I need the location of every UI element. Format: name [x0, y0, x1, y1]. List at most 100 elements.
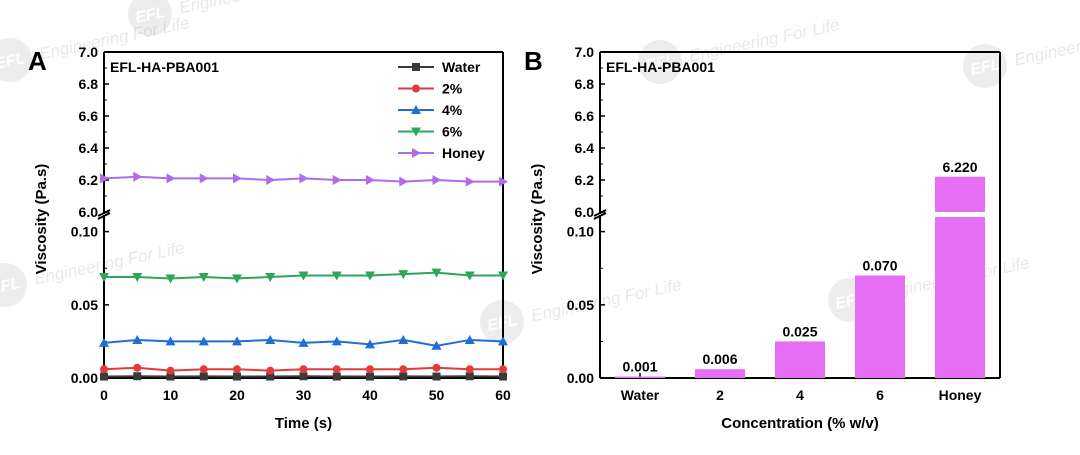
panel-b-x-tick-label: Water: [621, 387, 660, 403]
data-point: [399, 372, 408, 381]
data-point: [199, 365, 208, 374]
bar-value-label: 0.006: [702, 351, 737, 367]
panel-b-y-tick-label: 6.4: [575, 140, 595, 156]
panel-a-y-tick-label: 6.0: [79, 204, 99, 220]
data-point: [266, 175, 276, 185]
data-point: [266, 372, 275, 381]
bar-value-label: 0.001: [622, 359, 657, 375]
panel-a-x-tick-label: 10: [163, 387, 179, 403]
data-point: [498, 271, 508, 281]
watermark-logo-circle: [963, 44, 1007, 88]
data-point: [399, 365, 408, 374]
panel-a-y-tick-label: 0.10: [71, 224, 98, 240]
panel-a-x-tick-label: 30: [296, 387, 312, 403]
data-point: [100, 372, 108, 381]
watermark-text: Engineering For Life: [32, 238, 186, 288]
data-point: [431, 340, 442, 350]
data-point: [432, 372, 441, 381]
bar: [855, 275, 905, 378]
data-point: [365, 339, 375, 349]
data-point: [198, 273, 209, 283]
legend-marker: [412, 148, 421, 158]
panel-a-y-tick-label: 6.2: [79, 172, 99, 188]
legend-marker: [411, 105, 421, 114]
data-point: [499, 372, 507, 381]
data-point: [199, 372, 208, 381]
watermark-stamp: EFL Engineering For Life: [638, 15, 841, 84]
panel-b-x-tick-label: 4: [796, 387, 804, 403]
panel-a-x-tick-label: 50: [429, 387, 445, 403]
panel-b-y-tick-label: 0.10: [567, 224, 594, 240]
panel-b-y-tick-label: 6.8: [575, 76, 595, 92]
data-point: [199, 173, 209, 184]
panel-b-axis-break-mark: [593, 209, 607, 217]
panel-b-inner-title: EFL-HA-PBA001: [606, 59, 715, 75]
data-point: [366, 175, 375, 185]
panel-b-y-tick-label: 0.05: [567, 297, 594, 313]
panel-a-axis-break-mark: [97, 209, 111, 217]
data-point: [298, 271, 309, 281]
watermark-logo-text: EFL: [969, 56, 1002, 79]
panel-b-y-tick-label: 6.0: [575, 204, 595, 220]
data-point: [365, 271, 375, 281]
watermark-text: Engineering For Life: [687, 15, 841, 65]
data-point: [299, 173, 309, 184]
data-point: [100, 173, 109, 184]
panel-a-x-tick-label: 20: [229, 387, 245, 403]
panel-a-y-tick-label: 6.8: [79, 76, 99, 92]
data-point: [464, 271, 475, 281]
series-honey: [100, 171, 508, 187]
legend-label: 4%: [442, 102, 463, 118]
legend-label: Water: [442, 59, 481, 75]
data-point: [165, 336, 176, 346]
data-point: [399, 176, 409, 187]
legend-item: 2%: [398, 81, 463, 97]
panel-b-x-tick-label: Honey: [939, 387, 982, 403]
data-point: [332, 372, 341, 381]
data-point: [166, 372, 175, 381]
legend-item: Honey: [398, 145, 485, 161]
data-point: [133, 171, 143, 182]
data-point: [432, 363, 441, 372]
legend-marker: [412, 63, 420, 71]
legend-marker: [412, 84, 420, 93]
data-point: [332, 365, 341, 374]
data-point: [233, 372, 241, 381]
legend-marker: [411, 127, 421, 137]
data-point: [133, 372, 142, 381]
data-point: [465, 372, 474, 381]
panel-a-y-tick-label: 6.4: [79, 140, 99, 156]
data-point: [233, 365, 241, 374]
data-point: [366, 365, 374, 374]
panel-b-panel-label: B: [524, 46, 543, 76]
bar-value-label: 0.070: [862, 258, 897, 274]
panel-a-x-tick-label: 40: [362, 387, 378, 403]
panel-a-line-chart: 6.0 6.2 6.4 6.6 6.8 7.0 0.00 0.05 0.10 Viscosity …: [28, 44, 511, 432]
panel-b-y-tick-label: 6.2: [575, 172, 595, 188]
panel-b-y-axis-label: Viscosity (Pa.s): [529, 164, 546, 275]
legend-item: 4%: [398, 102, 463, 118]
data-point: [132, 334, 143, 344]
bar: [935, 217, 985, 378]
data-point: [233, 173, 242, 184]
panel-a-x-tick-label: 60: [495, 387, 511, 403]
data-point: [331, 336, 342, 346]
data-point: [332, 175, 342, 185]
legend-label: 6%: [442, 124, 463, 140]
panel-b-axis-break-mark: [593, 212, 607, 220]
panel-a-y-axis-label: Viscosity (Pa.s): [33, 164, 50, 275]
data-point: [265, 334, 276, 344]
panel-b-x-tick-label: 2: [716, 387, 724, 403]
data-point: [464, 334, 475, 344]
bar: [695, 369, 745, 378]
data-point: [499, 365, 507, 374]
series-4pct: [99, 334, 508, 350]
bar-value-label: 0.025: [782, 323, 817, 339]
data-point: [132, 273, 143, 283]
watermark-text: Engineering For Life: [529, 275, 683, 325]
data-point: [398, 334, 409, 344]
panel-b-y-tick-label: 6.6: [575, 108, 595, 124]
watermark-stamp: EFL Engineering For Life: [963, 19, 1080, 88]
panel-a-y-tick-label: 0.05: [71, 297, 98, 313]
